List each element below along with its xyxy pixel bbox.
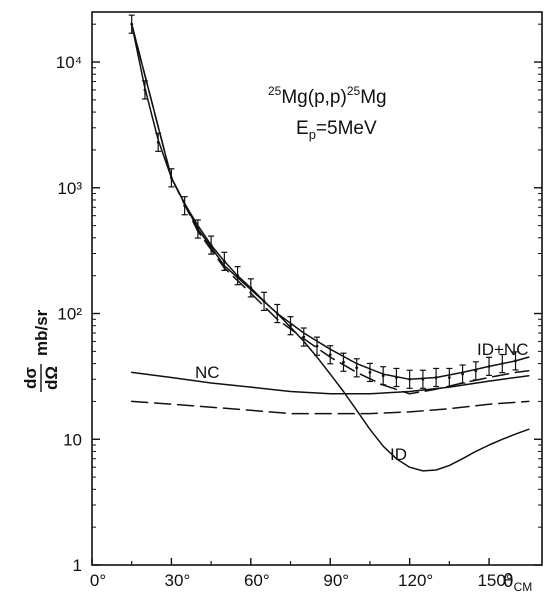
energy-label-base: E [296,118,309,139]
curve-label-nc: NC [195,363,220,382]
data-point [395,376,398,379]
data-point [183,204,187,208]
y-tick-label: 1 [73,556,82,575]
data-point [209,243,213,247]
data-point [368,371,372,374]
x-axis-ticks: 0° 30° 60° 90° 120° 150° [90,558,513,590]
curve-id-nc [130,23,530,381]
data-point [328,353,332,357]
data-point [500,362,504,365]
x-tick-label: 120° [398,571,433,590]
curve-dashed-2 [130,400,530,415]
x-axis-label-sub: CM [514,580,533,594]
y-axis-label-den: dΩ [42,366,61,390]
y-axis-ticks: 1 10 10² 10³ 10⁴ [56,23,542,575]
x-tick-label: 60° [244,571,270,590]
data-point [222,259,226,263]
data-point [236,274,239,278]
data-point [170,176,173,180]
data-point [130,22,134,26]
y-tick-label: 10³ [57,179,82,198]
y-tick-label: 10⁴ [56,53,82,72]
data-point [487,364,491,368]
data-point [447,376,451,379]
data-point [143,88,147,92]
data-point [342,360,345,364]
curve-dashed-3 [130,23,530,395]
data-point [196,227,200,231]
x-axis-label: θCM [503,571,532,594]
x-tick-label: 30° [165,571,191,590]
data-point [275,312,279,315]
data-point [302,335,306,339]
curve-nc [130,371,530,395]
data-point [381,374,385,378]
data-point [355,366,359,370]
x-tick-label: 90° [323,571,349,590]
plot-frame [91,11,543,566]
reaction-label-pre: 25 [268,84,282,98]
data-point [289,324,292,328]
data-point [461,372,464,376]
curve-label-id: ID [390,445,407,464]
experimental-points [128,14,519,389]
energy-label-sub: p [309,127,316,142]
data-point [262,299,266,303]
data-point [474,369,478,373]
data-point [315,344,319,348]
y-axis-label-num: dσ [21,367,40,389]
data-point [249,286,253,290]
y-axis-label-unit: mb/sr [32,309,51,356]
reaction-label-post: 25 [347,84,361,98]
data-point [514,359,517,363]
reaction-label: 25Mg(p,p)25Mg [268,84,387,108]
y-axis-label: dσ dΩ mb/sr [21,309,61,392]
x-tick-label: 0° [90,571,106,590]
y-tick-label: 10 [63,430,82,449]
x-tick-label: 150° [477,571,512,590]
data-point [408,377,412,381]
reaction-label-core: Mg(p,p) [281,87,346,108]
curve-label-id-nc: ID+NC [477,340,528,359]
data-point [434,376,438,379]
energy-label: Ep=5MeV [296,118,377,142]
data-point [421,377,425,381]
y-tick-label: 10² [57,305,82,324]
data-point [156,140,160,144]
x-axis-label-base: θ [503,571,514,592]
reaction-label-tail: Mg [360,87,386,108]
energy-label-rest: =5MeV [316,118,377,139]
